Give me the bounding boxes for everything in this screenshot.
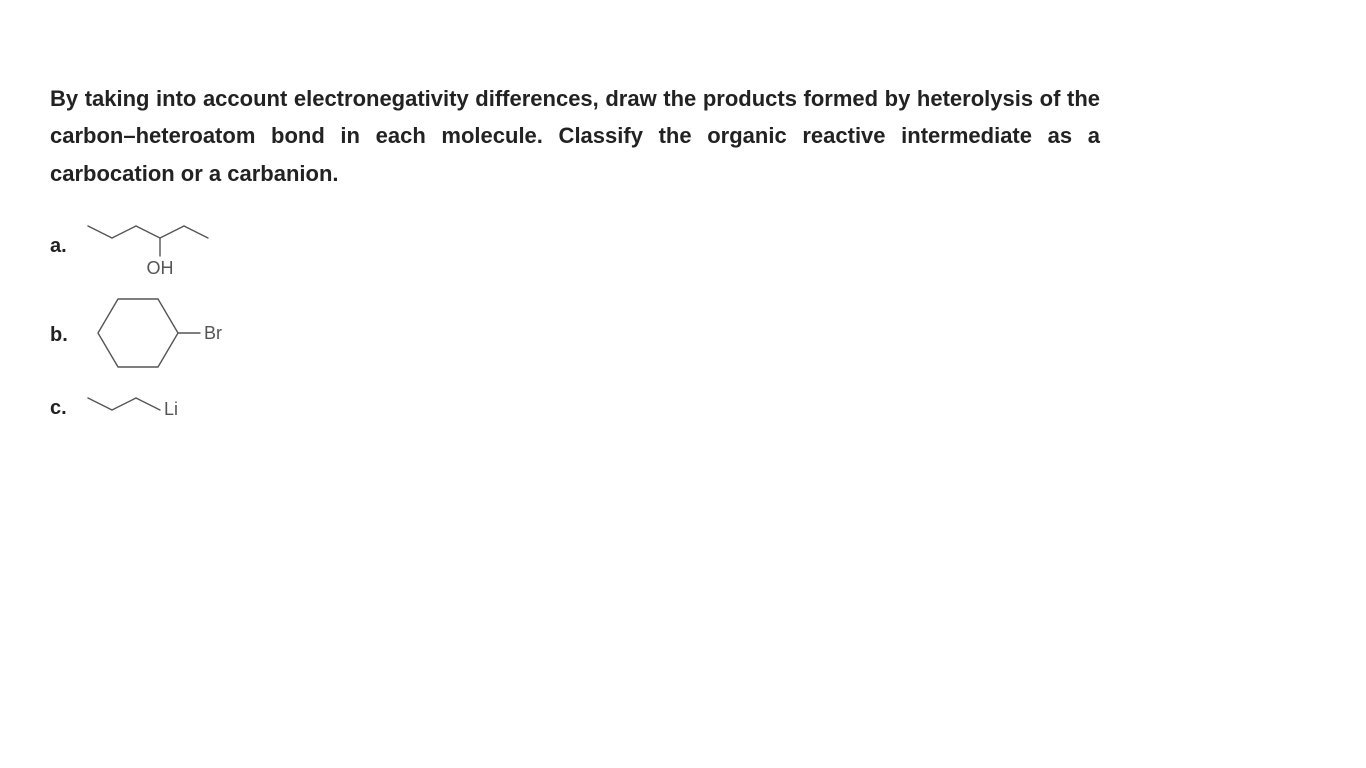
item-a: a. OH xyxy=(50,208,258,285)
item-b: b. Br xyxy=(50,289,258,382)
item-c: c. Li xyxy=(50,386,258,431)
oh-label: OH xyxy=(147,258,174,278)
item-a-label: a. xyxy=(50,235,78,258)
question-text: By taking into account electronegativity… xyxy=(50,80,1100,192)
item-b-structure: Br xyxy=(78,289,258,382)
structure-b-svg: Br xyxy=(78,289,258,377)
item-b-label: b. xyxy=(50,324,78,347)
item-c-label: c. xyxy=(50,397,78,420)
items-container: a. OH b. xyxy=(50,208,258,435)
li-label: Li xyxy=(164,399,178,419)
structure-c-svg: Li xyxy=(78,386,258,426)
structure-a-svg: OH xyxy=(78,208,258,280)
br-label: Br xyxy=(204,323,222,343)
item-c-structure: Li xyxy=(78,386,258,431)
item-a-structure: OH xyxy=(78,208,258,285)
